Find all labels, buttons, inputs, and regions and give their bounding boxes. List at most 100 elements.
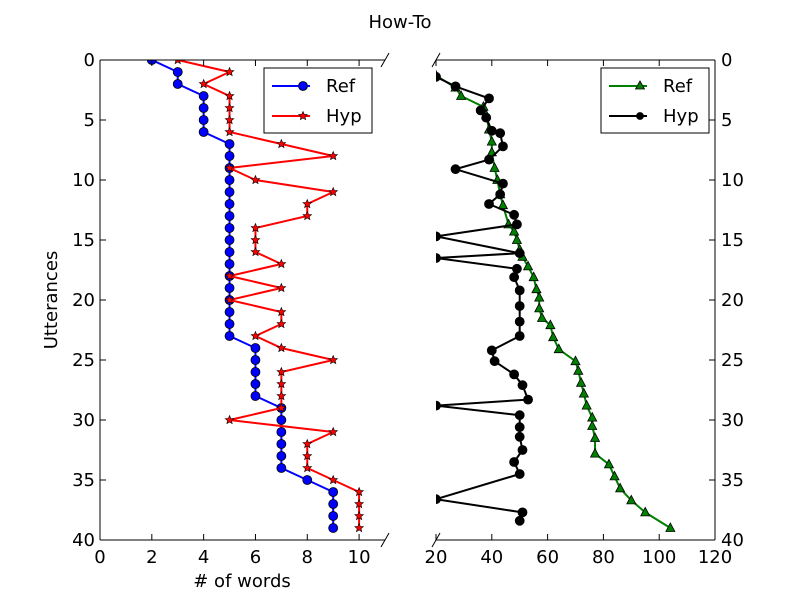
right-series-hyp-point	[517, 380, 528, 391]
right-y-tick-label: 35	[721, 470, 744, 491]
left-series-ref-point	[198, 115, 209, 125]
left-y-tick-label: 40	[72, 530, 95, 551]
left-series-ref-point	[328, 499, 339, 509]
left-series-hyp-point	[276, 342, 287, 353]
right-series-hyp-point	[436, 231, 441, 242]
left-series-hyp-point	[302, 438, 313, 449]
left-series-ref-point	[250, 391, 261, 401]
left-series-ref-point	[224, 283, 235, 293]
left-panel: 0 2 4 6 8 10 0 5 10 15 20 25 30 35 40 # of words Utte…	[41, 50, 390, 592]
left-series-ref-point	[224, 235, 235, 245]
right-legend-ref-marker	[634, 80, 646, 90]
right-series-hyp-point	[514, 285, 525, 296]
right-series-hyp-point	[489, 356, 500, 367]
left-series-ref-point	[328, 523, 339, 533]
left-series-ref-point	[172, 79, 183, 89]
right-series-hyp-point	[514, 316, 525, 327]
left-series-ref-point	[224, 139, 235, 149]
left-y-tick-label: 5	[84, 110, 95, 131]
right-legend-hyp-marker	[636, 112, 644, 120]
right-series-hyp-point	[484, 154, 494, 165]
left-series-ref-point	[328, 511, 339, 521]
left-series-ref-point	[276, 451, 287, 461]
right-series-hyp-point	[498, 178, 508, 189]
left-series-ref-point	[302, 475, 313, 485]
right-legend-box	[600, 67, 710, 134]
left-series-hyp-point	[276, 390, 287, 401]
right-y-tick-label: 0	[721, 50, 732, 71]
left-series-hyp-point	[302, 198, 313, 209]
left-series-hyp-point	[354, 498, 365, 509]
right-x-tick-label: 80	[592, 547, 615, 568]
right-series-hyp-point	[517, 507, 528, 518]
right-series-ref-point	[455, 90, 467, 100]
left-legend: Ref Hyp	[263, 67, 373, 134]
right-plot-area	[436, 69, 676, 532]
right-x-tick-label: 40	[480, 547, 503, 568]
left-series-ref-point	[276, 415, 287, 425]
left-series-hyp-point	[250, 234, 261, 245]
right-series-hyp-point	[509, 369, 520, 380]
left-legend-box	[263, 67, 373, 134]
left-series-hyp-point	[250, 330, 261, 341]
right-panel: 20 40 60 80 100 120 0 5 10 15 20 25 30 35 40 Ref Hyp	[425, 50, 744, 568]
left-series-hyp-point	[224, 102, 235, 113]
right-series-hyp-point	[486, 345, 497, 356]
right-series-ref-point	[587, 411, 598, 422]
left-y-tick-label: 30	[72, 410, 95, 431]
left-y-tick-label: 10	[72, 170, 95, 191]
right-series-hyp-point	[514, 469, 525, 479]
left-series-hyp-point	[276, 138, 287, 149]
right-legend-hyp-label: Hyp	[663, 106, 699, 127]
right-series-ref-line	[436, 74, 671, 529]
left-series-ref-point	[224, 199, 235, 209]
break-mark-top-left	[380, 52, 390, 68]
left-legend-ref-label: Ref	[326, 76, 356, 97]
left-series-hyp-point	[224, 66, 235, 77]
left-x-tick-label: 6	[250, 547, 261, 568]
left-series-hyp-point	[302, 462, 313, 473]
right-series-hyp-point	[436, 253, 441, 263]
right-series-ref-point	[545, 319, 556, 330]
left-series-hyp-point	[224, 294, 235, 305]
left-series-hyp-point	[250, 222, 261, 233]
left-series-hyp-point	[224, 90, 235, 101]
left-series-ref-point	[250, 343, 261, 353]
right-series-ref-point	[587, 420, 598, 430]
right-y-tick-label: 40	[721, 530, 744, 551]
right-series-hyp-point	[436, 400, 441, 411]
right-series-ref-point	[536, 312, 548, 322]
right-series-hyp-point	[512, 263, 522, 274]
left-series-ref-point	[172, 67, 183, 77]
left-y-tick-label: 15	[72, 230, 95, 251]
chart-title: How-To	[368, 12, 431, 33]
left-legend-ref-marker	[298, 81, 308, 91]
right-series-ref-point	[665, 522, 676, 532]
left-series-hyp-point	[198, 78, 209, 89]
right-y-ticks: 0 5 10 15 20 25 30 35 40	[709, 50, 744, 551]
right-series-hyp-point	[450, 164, 461, 175]
left-series-ref-point	[198, 127, 209, 137]
right-series-ref-point	[626, 494, 637, 505]
right-series-hyp-point	[495, 189, 506, 200]
right-series-hyp-point	[523, 394, 533, 405]
right-series-hyp-point	[484, 199, 494, 209]
right-series-hyp-point	[436, 494, 441, 505]
right-series-hyp-point	[481, 112, 492, 123]
right-series-ref-point	[603, 458, 615, 469]
left-series-hyp-point	[276, 306, 287, 317]
left-series-ref-line	[151, 60, 335, 528]
right-y-tick-label: 25	[721, 350, 744, 371]
right-series-ref-point	[614, 482, 626, 493]
right-series-ref-point	[489, 162, 500, 172]
right-series-ref-point	[534, 302, 545, 313]
left-series-hyp-point	[276, 366, 287, 377]
right-series-ref-point	[511, 234, 523, 244]
left-series-ref-point	[250, 367, 261, 377]
left-plot-area	[146, 60, 365, 533]
right-x-tick-label: 20	[425, 547, 448, 568]
right-series-ref-point	[553, 343, 564, 354]
left-x-tick-label: 10	[348, 547, 371, 568]
right-legend-ref-label: Ref	[663, 76, 693, 97]
